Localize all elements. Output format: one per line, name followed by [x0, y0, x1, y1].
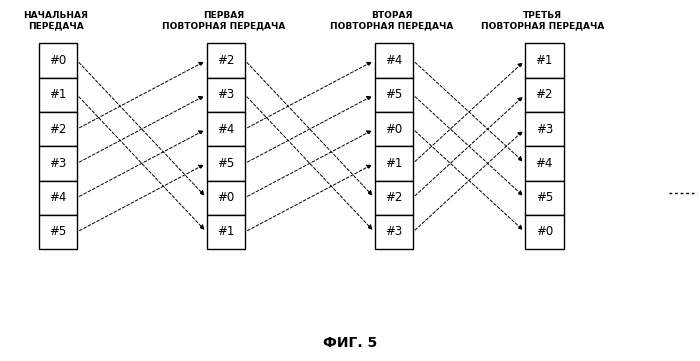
Text: #3: #3	[49, 157, 66, 170]
Bar	[374, 112, 413, 146]
Text: #2: #2	[49, 122, 66, 136]
Bar	[206, 112, 245, 146]
Bar	[374, 215, 413, 249]
Bar	[206, 78, 245, 112]
Bar	[525, 78, 564, 112]
Text: НАЧАЛЬНАЯ
ПЕРЕДАЧА: НАЧАЛЬНАЯ ПЕРЕДАЧА	[24, 11, 88, 30]
Text: ФИГ. 5: ФИГ. 5	[323, 336, 377, 350]
Text: #0: #0	[536, 225, 553, 239]
Bar	[206, 215, 245, 249]
Text: #0: #0	[385, 122, 402, 136]
Bar	[38, 215, 77, 249]
Bar	[38, 112, 77, 146]
Bar	[374, 78, 413, 112]
Text: #1: #1	[217, 225, 234, 239]
Text: #5: #5	[536, 191, 553, 204]
Text: #2: #2	[536, 88, 553, 101]
Text: #0: #0	[49, 54, 66, 67]
Text: ВТОРАЯ
ПОВТОРНАЯ ПЕРЕДАЧА: ВТОРАЯ ПОВТОРНАЯ ПЕРЕДАЧА	[330, 11, 454, 30]
Bar	[525, 215, 564, 249]
Bar	[38, 78, 77, 112]
Text: #2: #2	[385, 191, 402, 204]
Text: #1: #1	[536, 54, 553, 67]
Text: #4: #4	[536, 157, 553, 170]
Bar	[206, 180, 245, 215]
Bar	[525, 43, 564, 78]
Bar	[38, 180, 77, 215]
Bar	[525, 112, 564, 146]
Text: #0: #0	[217, 191, 234, 204]
Text: #5: #5	[385, 88, 402, 101]
Bar	[525, 146, 564, 180]
Bar	[374, 146, 413, 180]
Bar	[206, 43, 245, 78]
Text: #4: #4	[217, 122, 234, 136]
Text: #5: #5	[49, 225, 66, 239]
Text: #3: #3	[536, 122, 553, 136]
Text: ТРЕТЬЯ
ПОВТОРНАЯ ПЕРЕДАЧА: ТРЕТЬЯ ПОВТОРНАЯ ПЕРЕДАЧА	[481, 11, 604, 30]
Text: #4: #4	[385, 54, 402, 67]
Text: #1: #1	[49, 88, 66, 101]
Bar	[374, 180, 413, 215]
Text: ПЕРВАЯ
ПОВТОРНАЯ ПЕРЕДАЧА: ПЕРВАЯ ПОВТОРНАЯ ПЕРЕДАЧА	[162, 11, 286, 30]
Text: #1: #1	[385, 157, 402, 170]
Text: #3: #3	[217, 88, 234, 101]
Text: #4: #4	[49, 191, 66, 204]
Text: #2: #2	[217, 54, 234, 67]
Bar	[38, 43, 77, 78]
Text: #5: #5	[217, 157, 234, 170]
Bar	[38, 146, 77, 180]
Bar	[374, 43, 413, 78]
Text: #3: #3	[385, 225, 402, 239]
Bar	[525, 180, 564, 215]
Bar	[206, 146, 245, 180]
